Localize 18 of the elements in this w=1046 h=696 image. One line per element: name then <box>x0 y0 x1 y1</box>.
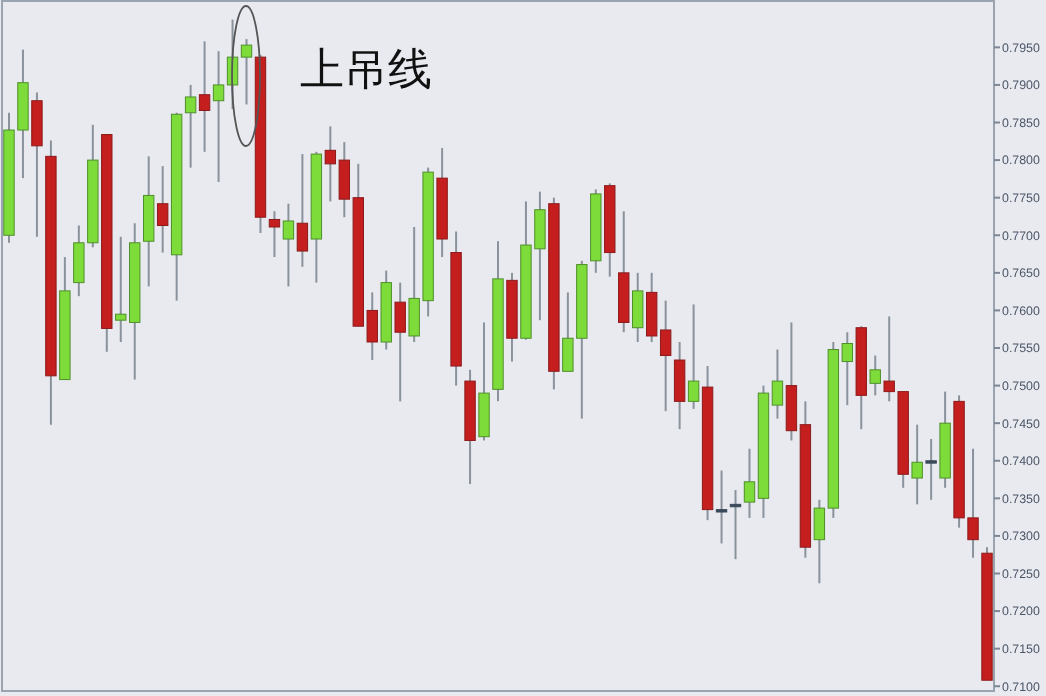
candlestick <box>156 165 169 254</box>
candlestick <box>673 340 686 431</box>
candlestick <box>478 321 490 442</box>
candlestick <box>715 469 728 545</box>
candlestick <box>31 91 43 238</box>
candlestick <box>282 202 295 288</box>
candlestick <box>925 437 937 501</box>
candlestick <box>687 303 700 410</box>
candlestick <box>911 423 923 506</box>
candlestick <box>143 155 155 288</box>
candlestick <box>268 210 281 259</box>
annotation: 上吊线 <box>300 46 432 96</box>
candlestick <box>869 354 881 397</box>
candlestick <box>198 40 211 153</box>
candlestick <box>296 153 309 268</box>
candlestick <box>632 271 644 343</box>
candlestick <box>394 281 406 403</box>
candlestick <box>184 83 197 169</box>
